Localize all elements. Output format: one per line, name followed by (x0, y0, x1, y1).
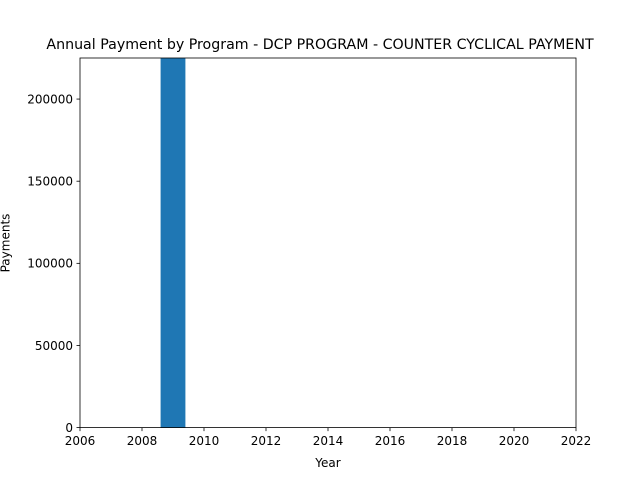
y-tick-label: 0 (65, 421, 73, 435)
y-tick-label: 100000 (27, 257, 73, 271)
x-tick-label: 2010 (189, 434, 220, 448)
x-tick-label: 2018 (437, 434, 468, 448)
x-tick-label: 2022 (561, 434, 592, 448)
x-tick-label: 2016 (375, 434, 406, 448)
y-tick-label: 50000 (35, 339, 73, 353)
bar (160, 58, 186, 428)
plot-frame (79, 57, 577, 429)
x-tick-label: 2020 (499, 434, 530, 448)
y-tick-label: 150000 (27, 175, 73, 189)
x-tick-label: 2014 (313, 434, 344, 448)
y-axis: 0 50000 100000 150000 200000 (27, 92, 80, 435)
x-axis-label: Year (314, 456, 340, 470)
x-tick-label: 2012 (251, 434, 282, 448)
y-tick-label: 200000 (27, 92, 73, 106)
x-tick-label: 2008 (127, 434, 158, 448)
x-axis: 2006 2008 2010 2012 2014 2016 2018 2020 2022 (65, 427, 592, 448)
y-axis-label: Payments (0, 214, 13, 273)
bars (160, 58, 186, 428)
chart-title: Annual Payment by Program - DCP PROGRAM … (46, 37, 594, 53)
x-tick-label: 2006 (65, 434, 96, 448)
